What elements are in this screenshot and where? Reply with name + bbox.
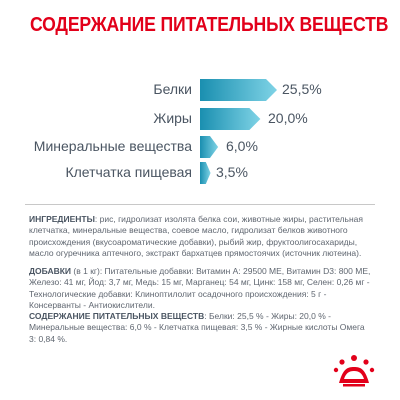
divider [25, 204, 375, 205]
crown-icon [333, 355, 375, 387]
nutrient-label-3: Клетчатка пищевая [65, 164, 192, 180]
nutrient-value-2: 6,0% [226, 138, 258, 154]
nutrient-content-heading: СОДЕРЖАНИЕ ПИТАТЕЛЬНЫХ ВЕЩЕСТВ [29, 311, 205, 321]
nutrient-content-text: СОДЕРЖАНИЕ ПИТАТЕЛЬНЫХ ВЕЩЕСТВ: Белки: 2… [29, 311, 374, 345]
page-title: СОДЕРЖАНИЕ ПИТАТЕЛЬНЫХ ВЕЩЕСТВ [30, 13, 389, 36]
nutrient-value-0: 25,5% [282, 81, 322, 97]
nutrient-label-1: Жиры [153, 110, 192, 126]
ingredients-body: : рис, гидролизат изолята белка сои, жив… [29, 214, 363, 258]
nutrient-bar-3 [200, 162, 211, 184]
nutrient-content-body: : Белки: 25,5 % - Жиры: 20,0 % - Минерал… [29, 311, 365, 344]
nutrient-value-1: 20,0% [268, 110, 308, 126]
additives-body: (в 1 кг): Питательные добавки: Витамин А… [29, 266, 371, 310]
additives-text: ДОБАВКИ (в 1 кг): Питательные добавки: В… [29, 266, 374, 311]
ingredients-heading: ИНГРЕДИЕНТЫ [29, 214, 95, 224]
additives-heading: ДОБАВКИ [29, 266, 72, 276]
nutrient-bar-0 [200, 79, 277, 101]
nutrient-value-3: 3,5% [216, 164, 248, 180]
nutrient-label-0: Белки [153, 81, 192, 97]
ingredients-text: ИНГРЕДИЕНТЫ: рис, гидролизат изолята бел… [29, 214, 374, 259]
nutrient-bar-2 [200, 136, 219, 158]
nutrient-label-2: Минеральные вещества [33, 138, 192, 154]
nutrient-bar-1 [200, 108, 261, 130]
